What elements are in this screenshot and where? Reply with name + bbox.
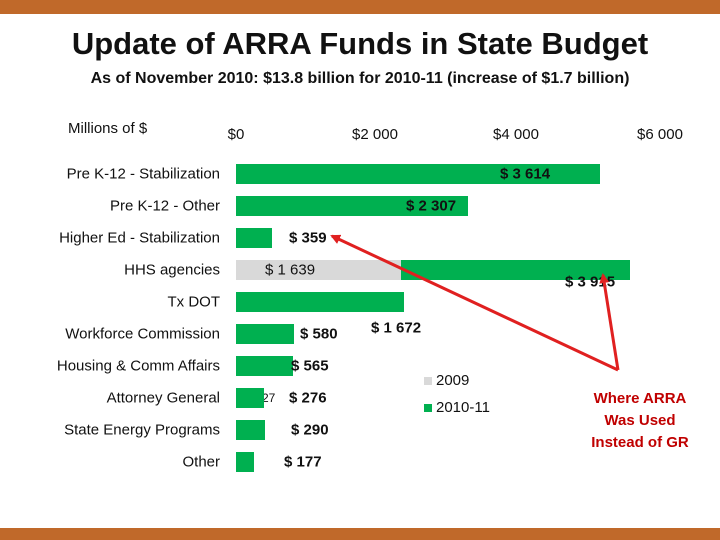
data-label-2010-11: $ 276 bbox=[289, 389, 327, 407]
page-title: Update of ARRA Funds in State Budget bbox=[71, 26, 649, 61]
data-label-2010-11: $ 359 bbox=[289, 229, 327, 247]
data-label-2010-11: $ 290 bbox=[291, 421, 329, 439]
legend-entry-2010-11: 2010-11 bbox=[424, 399, 490, 416]
bottom-frame-bar bbox=[0, 528, 720, 540]
category-label: Higher Ed - Stabilization bbox=[59, 229, 220, 247]
annotation-line-1: Where ARRA bbox=[593, 390, 687, 407]
top-frame-bar bbox=[0, 0, 720, 14]
x-tick-label: $4 000 bbox=[493, 126, 539, 143]
category-label: Housing & Comm Affairs bbox=[56, 357, 220, 375]
data-label-2010-11: $ 177 bbox=[284, 453, 322, 471]
x-tick-label: $0 bbox=[227, 126, 245, 143]
legend-label-2009: 2009 bbox=[436, 372, 470, 389]
data-label-2010-11: $ 2 307 bbox=[406, 197, 457, 215]
data-label-2010-11: $ 3 614 bbox=[500, 165, 551, 183]
bar-2010-11 bbox=[236, 420, 266, 440]
category-label: Workforce Commission bbox=[65, 325, 220, 343]
category-label: HHS agencies bbox=[124, 261, 220, 279]
bar-2010-11 bbox=[236, 196, 469, 216]
arrow-to-higher-ed bbox=[330, 234, 619, 372]
page-subtitle: As of November 2010: $13.8 billion for 2… bbox=[90, 70, 630, 87]
bar-2010-11 bbox=[236, 324, 295, 344]
annotation-line-2: Was Used bbox=[604, 412, 676, 429]
category-label: Pre K-12 - Stabilization bbox=[66, 165, 220, 183]
bar-2009 bbox=[236, 260, 401, 280]
legend-swatch-2009 bbox=[424, 377, 432, 386]
legend-label-2010-11: 2010-11 bbox=[436, 399, 490, 416]
data-label-2010-11: $ 580 bbox=[300, 325, 338, 343]
x-tick-label: $2 000 bbox=[352, 126, 398, 143]
data-label-2009: $ 1 639 bbox=[265, 261, 316, 279]
arrow-to-hhs bbox=[599, 273, 620, 371]
annotation-note: Where ARRA Was Used Instead of GR bbox=[580, 388, 700, 454]
annotation-line-3: Instead of GR bbox=[591, 434, 689, 451]
category-label: Attorney General bbox=[106, 389, 220, 407]
bar-2010-11 bbox=[236, 452, 254, 472]
category-label: Tx DOT bbox=[167, 293, 221, 311]
category-label: Other bbox=[182, 453, 220, 471]
x-tick-label: $6 000 bbox=[637, 126, 683, 143]
category-label: Pre K-12 - Other bbox=[109, 197, 220, 215]
legend-entry-2009: 2009 bbox=[424, 372, 469, 389]
bar-2010-11 bbox=[400, 260, 631, 280]
bar-2010-11 bbox=[236, 228, 273, 248]
legend-swatch-2010-11 bbox=[424, 404, 432, 413]
bar-2010-11 bbox=[236, 356, 293, 376]
data-label-2010-11: $ 1 672 bbox=[371, 319, 422, 337]
data-label-2010-11: $ 565 bbox=[291, 357, 329, 375]
unit-label: Millions of $ bbox=[68, 120, 148, 137]
bar-2010-11 bbox=[236, 164, 600, 184]
category-label: State Energy Programs bbox=[64, 421, 220, 439]
bar-2010-11 bbox=[236, 292, 405, 312]
bar-2010-11 bbox=[236, 388, 264, 408]
